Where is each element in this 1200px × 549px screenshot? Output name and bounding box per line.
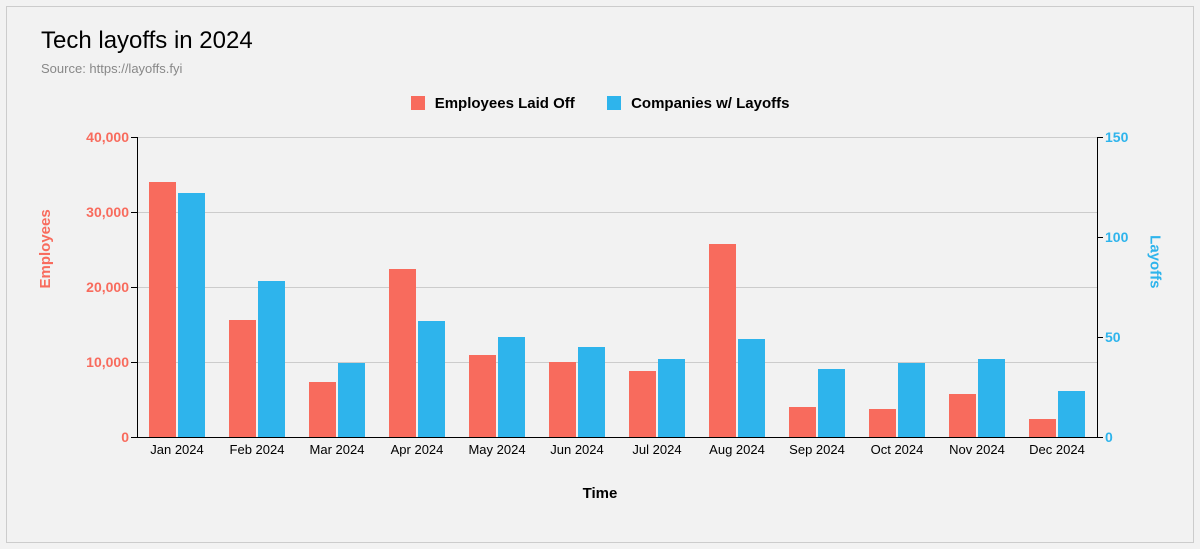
y-tick-left: 0 [69,429,129,445]
x-tick-label: Jan 2024 [150,442,204,457]
bar-companies [978,359,1005,437]
bar-employees [149,182,176,437]
bar-employees [549,362,576,437]
bar-employees [389,269,416,437]
x-axis-label: Time [7,485,1193,502]
y-tick-left: 40,000 [69,129,129,145]
x-axis-line [137,437,1097,438]
y-axis-left-label: Employees [37,209,54,288]
legend-swatch-icon [607,96,621,110]
bar-employees [469,355,496,438]
bar-companies [418,321,445,437]
bar-companies [818,369,845,437]
plot-area: 010,00020,00030,00040,000050100150Jan 20… [137,137,1097,437]
y-tick-right: 0 [1105,429,1165,445]
bar-companies [578,347,605,437]
x-tick-label: Jun 2024 [550,442,604,457]
bar-companies [178,193,205,437]
x-tick-label: Nov 2024 [949,442,1005,457]
bar-companies [258,281,285,437]
gridline [137,137,1097,138]
x-tick-label: Mar 2024 [310,442,365,457]
bar-employees [1029,419,1056,437]
legend-label: Employees Laid Off [435,95,575,112]
bar-employees [949,394,976,438]
chart-subtitle: Source: https://layoffs.fyi [41,61,182,76]
bar-companies [898,363,925,437]
legend-item-companies: Companies w/ Layoffs [607,95,790,112]
bar-companies [1058,391,1085,437]
x-tick-label: Oct 2024 [871,442,924,457]
x-tick-label: Dec 2024 [1029,442,1085,457]
x-tick-label: Jul 2024 [632,442,681,457]
bar-companies [658,359,685,437]
x-tick-label: Apr 2024 [391,442,444,457]
legend-item-employees: Employees Laid Off [411,95,575,112]
bar-employees [629,371,656,437]
gridline [137,212,1097,213]
chart-card: Tech layoffs in 2024 Source: https://lay… [6,6,1194,543]
y-tick-left: 10,000 [69,354,129,370]
y-tick-left: 30,000 [69,204,129,220]
y-tick-right: 150 [1105,129,1165,145]
bar-employees [309,382,336,438]
y-axis-right-line [1097,137,1098,437]
y-tick-right: 50 [1105,329,1165,345]
bar-companies [338,363,365,437]
bar-companies [498,337,525,437]
chart-title: Tech layoffs in 2024 [41,27,253,55]
x-tick-label: Aug 2024 [709,442,765,457]
y-tick-right: 100 [1105,229,1165,245]
x-tick-label: Feb 2024 [230,442,285,457]
x-tick-label: Sep 2024 [789,442,845,457]
legend: Employees Laid Off Companies w/ Layoffs [7,95,1193,112]
bar-employees [789,407,816,437]
y-tick-left: 20,000 [69,279,129,295]
bar-employees [709,244,736,438]
legend-swatch-icon [411,96,425,110]
y-axis-left-line [137,137,138,437]
tick-mark [1097,437,1103,438]
bar-employees [869,409,896,438]
bar-companies [738,339,765,437]
legend-label: Companies w/ Layoffs [631,95,789,112]
bar-employees [229,320,256,437]
x-tick-label: May 2024 [468,442,525,457]
